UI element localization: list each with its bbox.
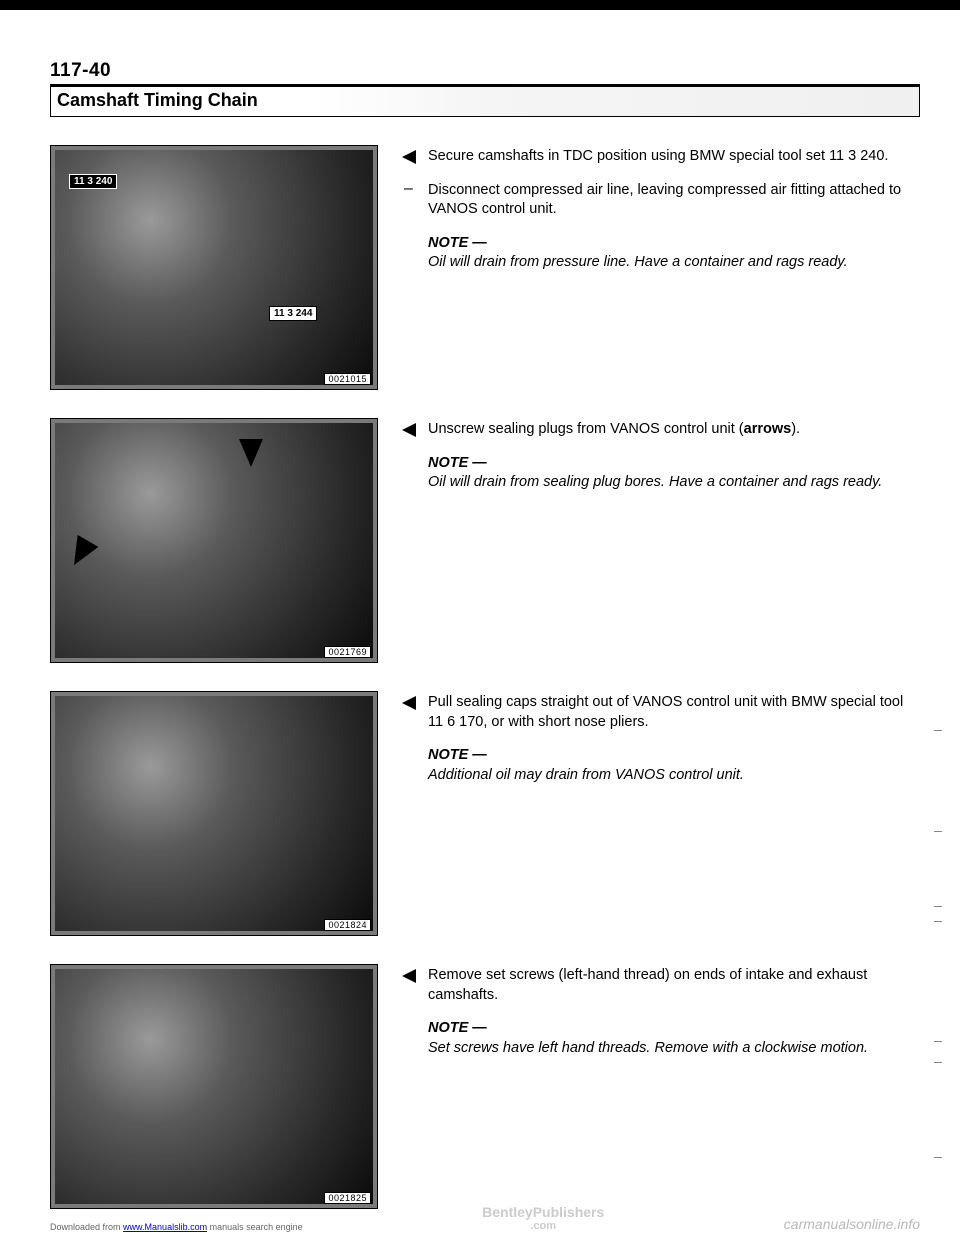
tick-mark	[934, 730, 942, 731]
note-text: Set screws have left hand threads. Remov…	[428, 1039, 920, 1059]
section-title-box: Camshaft Timing Chain	[50, 86, 920, 117]
tick-mark	[934, 921, 942, 922]
step-text: Unscrew sealing plugs from VANOS control…	[428, 420, 920, 440]
figure-1: 11 3 240 11 3 244 0021015	[50, 145, 378, 390]
note-label: NOTE —	[428, 746, 920, 766]
page-edge-ticks	[934, 680, 942, 1182]
page-footer: Downloaded from www.Manualslib.com manua…	[50, 1204, 920, 1232]
instruction-row: 0021824 Pull sealing caps straight out o…	[50, 691, 920, 936]
page-header: 117-40 Camshaft Timing Chain	[50, 60, 920, 117]
note-label: NOTE —	[428, 234, 920, 254]
triangle-marker-icon	[402, 420, 420, 440]
step-text-post: ).	[791, 421, 800, 437]
triangle-marker-icon	[402, 693, 420, 732]
instruction-row: 0021769 Unscrew sealing plugs from VANOS…	[50, 418, 920, 663]
figure-id: 0021769	[324, 646, 371, 658]
step: Pull sealing caps straight out of VANOS …	[402, 693, 920, 732]
step-text: Pull sealing caps straight out of VANOS …	[428, 693, 920, 732]
triangle-marker-icon	[402, 147, 420, 167]
step: Unscrew sealing plugs from VANOS control…	[402, 420, 920, 440]
instruction-row: 11 3 240 11 3 244 0021015 Secure camshaf…	[50, 145, 920, 390]
footer-publisher-top: BentleyPublishers	[303, 1204, 784, 1220]
note-label: NOTE —	[428, 454, 920, 474]
step-text-pre: Unscrew sealing plugs from VANOS control…	[428, 421, 744, 437]
figure-image-placeholder	[55, 969, 373, 1204]
instruction-text: Secure camshafts in TDC position using B…	[402, 145, 920, 273]
instruction-text: Remove set screws (left-hand thread) on …	[402, 964, 920, 1058]
instruction-text: Pull sealing caps straight out of VANOS …	[402, 691, 920, 785]
figure-2: 0021769	[50, 418, 378, 663]
figure-id: 0021015	[324, 373, 371, 385]
note-block: NOTE — Oil will drain from pressure line…	[428, 234, 920, 273]
figure-3: 0021824	[50, 691, 378, 936]
note-block: NOTE — Oil will drain from sealing plug …	[428, 454, 920, 493]
tick-mark	[934, 1157, 942, 1158]
footer-download-source: Downloaded from www.Manualslib.com manua…	[50, 1222, 303, 1232]
instruction-text: Unscrew sealing plugs from VANOS control…	[402, 418, 920, 493]
tick-mark	[934, 1062, 942, 1063]
figure-id: 0021825	[324, 1192, 371, 1204]
page-number: 117-40	[50, 60, 920, 82]
figure-callout-label: 11 3 244	[269, 306, 317, 321]
footer-left-post: manuals search engine	[207, 1222, 303, 1232]
footer-publisher-bottom: .com	[303, 1220, 784, 1232]
step-text: Secure camshafts in TDC position using B…	[428, 147, 920, 167]
footer-left-pre: Downloaded from	[50, 1222, 123, 1232]
step: Remove set screws (left-hand thread) on …	[402, 966, 920, 1005]
instruction-row: 0021825 Remove set screws (left-hand thr…	[50, 964, 920, 1209]
tick-mark	[934, 1041, 942, 1042]
figure-image-placeholder	[55, 696, 373, 931]
section-title: Camshaft Timing Chain	[57, 90, 258, 110]
note-block: NOTE — Set screws have left hand threads…	[428, 1019, 920, 1058]
manual-page: 117-40 Camshaft Timing Chain 11 3 240 11…	[0, 0, 960, 1242]
figure-callout-label: 11 3 240	[69, 174, 117, 189]
figure-id: 0021824	[324, 919, 371, 931]
footer-publisher-watermark: BentleyPublishers .com	[303, 1204, 784, 1232]
arrow-icon	[239, 439, 263, 467]
note-label: NOTE —	[428, 1019, 920, 1039]
note-text: Oil will drain from sealing plug bores. …	[428, 473, 920, 493]
figure-image-placeholder	[55, 423, 373, 658]
content-area: 11 3 240 11 3 244 0021015 Secure camshaf…	[50, 145, 920, 1209]
step-text: Disconnect compressed air line, leaving …	[428, 181, 920, 220]
tick-mark	[934, 831, 942, 832]
triangle-marker-icon	[402, 966, 420, 1005]
tick-mark	[934, 906, 942, 907]
footer-source-link[interactable]: www.Manualslib.com	[123, 1222, 207, 1232]
step: – Disconnect compressed air line, leavin…	[402, 181, 920, 220]
dash-marker-icon: –	[402, 181, 420, 220]
top-black-bar	[0, 0, 960, 10]
step-text-bold: arrows	[744, 421, 792, 437]
step: Secure camshafts in TDC position using B…	[402, 147, 920, 167]
footer-site-watermark: carmanualsonline.info	[784, 1216, 920, 1232]
note-text: Oil will drain from pressure line. Have …	[428, 253, 920, 273]
step-text: Remove set screws (left-hand thread) on …	[428, 966, 920, 1005]
figure-4: 0021825	[50, 964, 378, 1209]
note-text: Additional oil may drain from VANOS cont…	[428, 766, 920, 786]
note-block: NOTE — Additional oil may drain from VAN…	[428, 746, 920, 785]
